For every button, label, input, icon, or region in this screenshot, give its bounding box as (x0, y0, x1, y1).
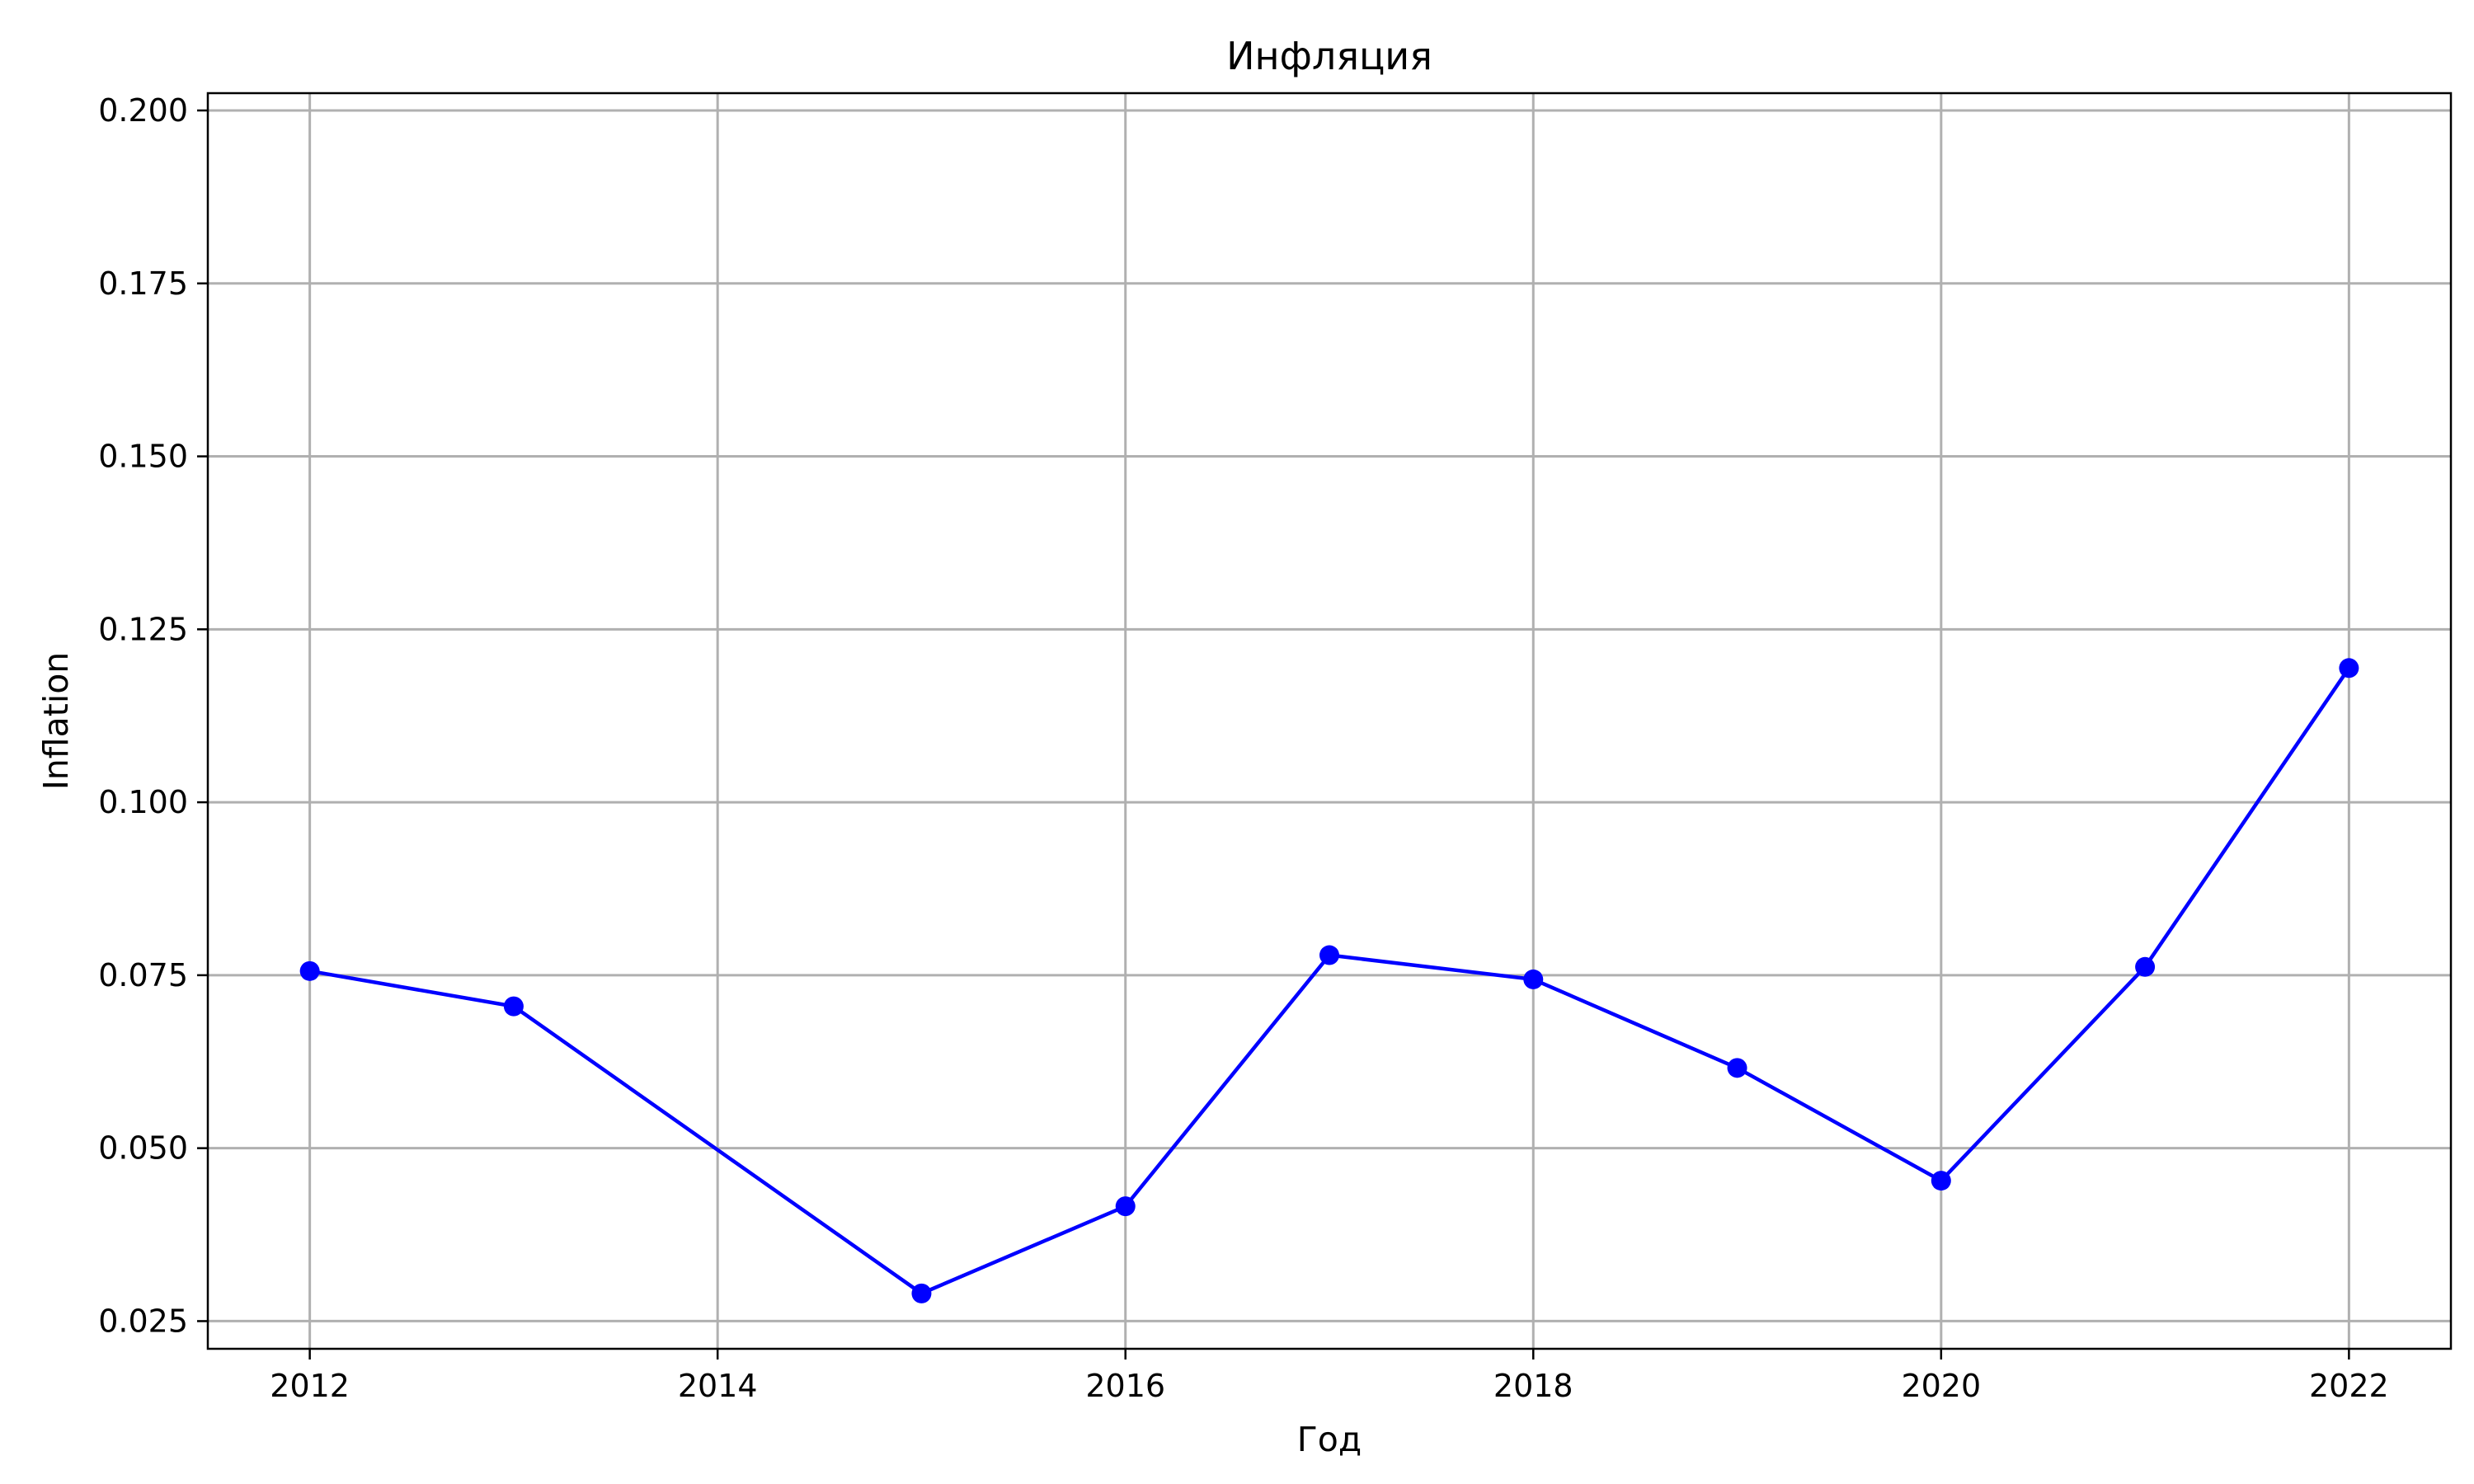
data-point (1319, 945, 1339, 965)
y-tick-label: 0.075 (98, 957, 188, 993)
x-tick-label: 2016 (1085, 1368, 1165, 1404)
data-point (1727, 1058, 1747, 1078)
y-tick-label: 0.100 (98, 784, 188, 820)
data-point (299, 960, 320, 981)
x-tick-label: 2018 (1493, 1368, 1573, 1404)
x-tick-label: 2014 (678, 1368, 758, 1404)
x-axis-label: Год (1297, 1420, 1362, 1459)
y-axis-label: Inflation (36, 652, 76, 791)
data-point (2339, 658, 2359, 679)
axes (206, 92, 2453, 1350)
data-point (1931, 1171, 1951, 1191)
x-tick-label: 2022 (2309, 1368, 2389, 1404)
data-point (503, 996, 524, 1017)
y-tick-label: 0.025 (98, 1303, 188, 1339)
y-tick-label: 0.200 (98, 92, 188, 129)
plot-frame (206, 92, 2453, 1350)
tick-labels: 2012 2014 2016 2018 2020 2022 0.025 0.050 0.075 0… (98, 92, 2389, 1404)
data-point (2135, 956, 2156, 977)
x-tick-label: 2020 (1901, 1368, 1981, 1404)
y-tick-label: 0.150 (98, 439, 188, 475)
data-point (1523, 969, 1544, 989)
y-tick-label: 0.125 (98, 611, 188, 647)
series-layer (299, 658, 2359, 1303)
series-line (309, 667, 2351, 1296)
x-tick-label: 2012 (270, 1368, 350, 1404)
grid-lines (208, 93, 2451, 1349)
data-point (1115, 1196, 1136, 1217)
y-tick-label: 0.175 (98, 265, 188, 302)
chart-title: Инфляция (1226, 34, 1432, 78)
data-point (911, 1283, 932, 1303)
y-tick-label: 0.050 (98, 1130, 188, 1167)
